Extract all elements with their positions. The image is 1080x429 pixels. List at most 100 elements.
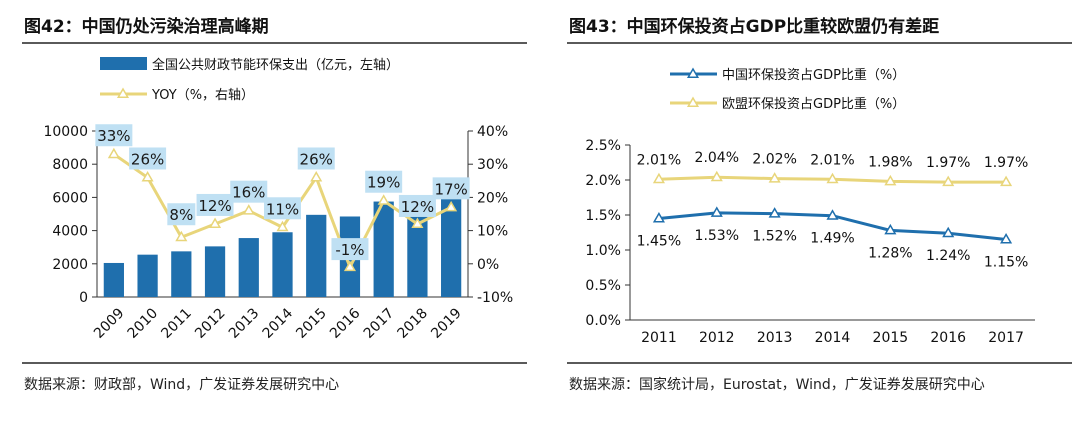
figure-42-source: 数据来源：财政部，Wind，广发证券发展研究中心 bbox=[24, 377, 340, 393]
left-axis-tick-label: 0 bbox=[79, 290, 88, 306]
eu-data-label: 2.02% bbox=[752, 152, 796, 168]
left-axis-tick-label: 2000 bbox=[52, 257, 88, 273]
yoy-marker-2012 bbox=[208, 217, 222, 228]
yoy-data-label: 19% bbox=[367, 174, 400, 192]
figure-43-panel: 图43：中国环保投资占GDP比重较欧盟仍有差距 中国环保投资占GDP比重（%） 欧… bbox=[545, 0, 1080, 429]
eu-data-label: 2.01% bbox=[810, 152, 854, 168]
x-tick-label: 2012 bbox=[699, 330, 735, 346]
yoy-label-box bbox=[398, 194, 436, 217]
left-axis-tick-label: 8000 bbox=[52, 157, 88, 173]
yoy-label-box bbox=[95, 124, 133, 147]
left-axis-tick-label: 6000 bbox=[52, 190, 88, 206]
legend-line-marker bbox=[116, 87, 130, 98]
eu-marker-2015 bbox=[884, 174, 897, 186]
x-tick-label: 2009 bbox=[91, 305, 128, 342]
eu-marker-2012 bbox=[710, 170, 723, 182]
china-marker-2011 bbox=[652, 211, 665, 223]
yoy-data-label: 12% bbox=[401, 198, 434, 216]
figure-42-title: 图42：中国仍处污染治理高峰期 bbox=[24, 17, 269, 37]
bar-2011 bbox=[171, 251, 192, 297]
yoy-marker-2011 bbox=[175, 230, 188, 242]
eu-marker-2013 bbox=[768, 172, 781, 183]
yoy-label-box bbox=[432, 177, 470, 200]
figure-43-title: 图43：中国环保投资占GDP比重较欧盟仍有差距 bbox=[569, 17, 940, 37]
x-tick-label: 2016 bbox=[930, 330, 966, 346]
yoy-marker-2013 bbox=[242, 204, 255, 215]
china-marker-2014 bbox=[826, 209, 839, 220]
x-tick-label: 2011 bbox=[158, 305, 195, 342]
china-data-label: 1.45% bbox=[637, 234, 681, 250]
bar-2013 bbox=[238, 238, 259, 297]
eu-marker-2014 bbox=[826, 172, 839, 184]
eu-marker-2017 bbox=[1000, 175, 1013, 187]
yoy-label-box bbox=[264, 197, 301, 220]
yoy-marker-2018 bbox=[411, 217, 424, 228]
legend-bar-label: 全国公共财政节能环保支出（亿元，左轴） bbox=[152, 57, 399, 73]
eu-data-label: 2.01% bbox=[637, 152, 681, 168]
yoy-marker-2019 bbox=[445, 200, 458, 212]
yoy-label-box bbox=[129, 147, 167, 170]
yoy-data-label: 17% bbox=[434, 180, 467, 198]
y-axis-tick-label: 1.5% bbox=[585, 208, 621, 224]
china-marker-2017 bbox=[1000, 232, 1013, 244]
x-tick-label: 2015 bbox=[293, 305, 330, 342]
eu-data-label: 1.98% bbox=[868, 154, 912, 170]
yoy-marker-2015 bbox=[310, 170, 323, 182]
eu-data-label: 1.97% bbox=[984, 155, 1028, 171]
x-tick-label: 2012 bbox=[192, 305, 229, 342]
china-marker-2016 bbox=[942, 226, 955, 238]
eu-data-label: 2.04% bbox=[695, 150, 739, 166]
figure-43-top-rule bbox=[567, 42, 1072, 44]
y-axis-tick-label: 2.0% bbox=[585, 173, 621, 189]
figure-43-chart: 中国环保投资占GDP比重（%） 欧盟环保投资占GDP比重（%） 0.0% 0.5% 1.… bbox=[585, 67, 1035, 346]
figure-42-panel: 图42：中国仍处污染治理高峰期 全国公共财政节能环保支出（亿元，左轴） YOY（%… bbox=[0, 0, 535, 429]
yoy-marker-2017 bbox=[377, 194, 390, 205]
y-axis-tick-label: 0.0% bbox=[585, 313, 621, 329]
eu-marker-2016 bbox=[942, 175, 955, 187]
china-marker-2012 bbox=[710, 206, 723, 217]
right-axis-tick-label: 40% bbox=[477, 124, 508, 140]
x-tick-label: 2011 bbox=[641, 330, 677, 346]
x-tick-label: 2013 bbox=[226, 305, 263, 342]
right-axis-tick-label: 0% bbox=[477, 257, 499, 273]
figure-42-bottom-rule bbox=[22, 362, 527, 364]
yoy-data-label: 8% bbox=[169, 206, 193, 224]
figure-43-legend: 中国环保投资占GDP比重（%） 欧盟环保投资占GDP比重（%） bbox=[670, 67, 905, 112]
y-axis-tick-label: 0.5% bbox=[585, 278, 621, 294]
bar-2015 bbox=[306, 214, 327, 297]
x-tick-label: 2013 bbox=[757, 330, 793, 346]
yoy-marker-2016 bbox=[343, 260, 357, 272]
china-data-label: 1.15% bbox=[984, 255, 1028, 271]
bar-2010 bbox=[137, 254, 158, 297]
yoy-marker-2009 bbox=[107, 147, 120, 159]
x-tick-label: 2017 bbox=[361, 305, 398, 342]
bar-2018 bbox=[407, 199, 428, 297]
yoy-label-box bbox=[331, 238, 369, 261]
left-axis-tick-label: 4000 bbox=[52, 224, 88, 240]
legend-bar-swatch bbox=[100, 57, 147, 70]
china-data-label: 1.52% bbox=[752, 229, 796, 245]
china-marker-2013 bbox=[768, 207, 781, 218]
x-tick-label: 2014 bbox=[815, 330, 851, 346]
right-axis-tick-label: 10% bbox=[477, 224, 508, 240]
yoy-data-label: 33% bbox=[97, 127, 130, 145]
legend-line-label: YOY（%，右轴） bbox=[151, 88, 254, 103]
yoy-label-box bbox=[167, 203, 196, 226]
bar-2009 bbox=[103, 262, 124, 297]
left-axis-tick-label: 10000 bbox=[43, 124, 88, 140]
yoy-marker-2014 bbox=[276, 220, 289, 232]
bar-2019 bbox=[441, 196, 462, 297]
x-tick-label: 2015 bbox=[873, 330, 909, 346]
china-data-label: 1.49% bbox=[810, 231, 854, 247]
yoy-label-box bbox=[196, 193, 234, 216]
x-tick-label: 2017 bbox=[988, 330, 1024, 346]
x-tick-label: 2014 bbox=[260, 305, 297, 342]
yoy-label-box bbox=[297, 147, 335, 170]
legend-eu-marker bbox=[686, 96, 700, 107]
yoy-data-label: 12% bbox=[198, 197, 231, 215]
yoy-data-label: -1% bbox=[335, 241, 364, 259]
yoy-label-box bbox=[365, 170, 403, 193]
legend-china-label: 中国环保投资占GDP比重（%） bbox=[722, 67, 905, 83]
yoy-marker-2010 bbox=[141, 170, 154, 182]
china-data-label: 1.24% bbox=[926, 248, 970, 264]
